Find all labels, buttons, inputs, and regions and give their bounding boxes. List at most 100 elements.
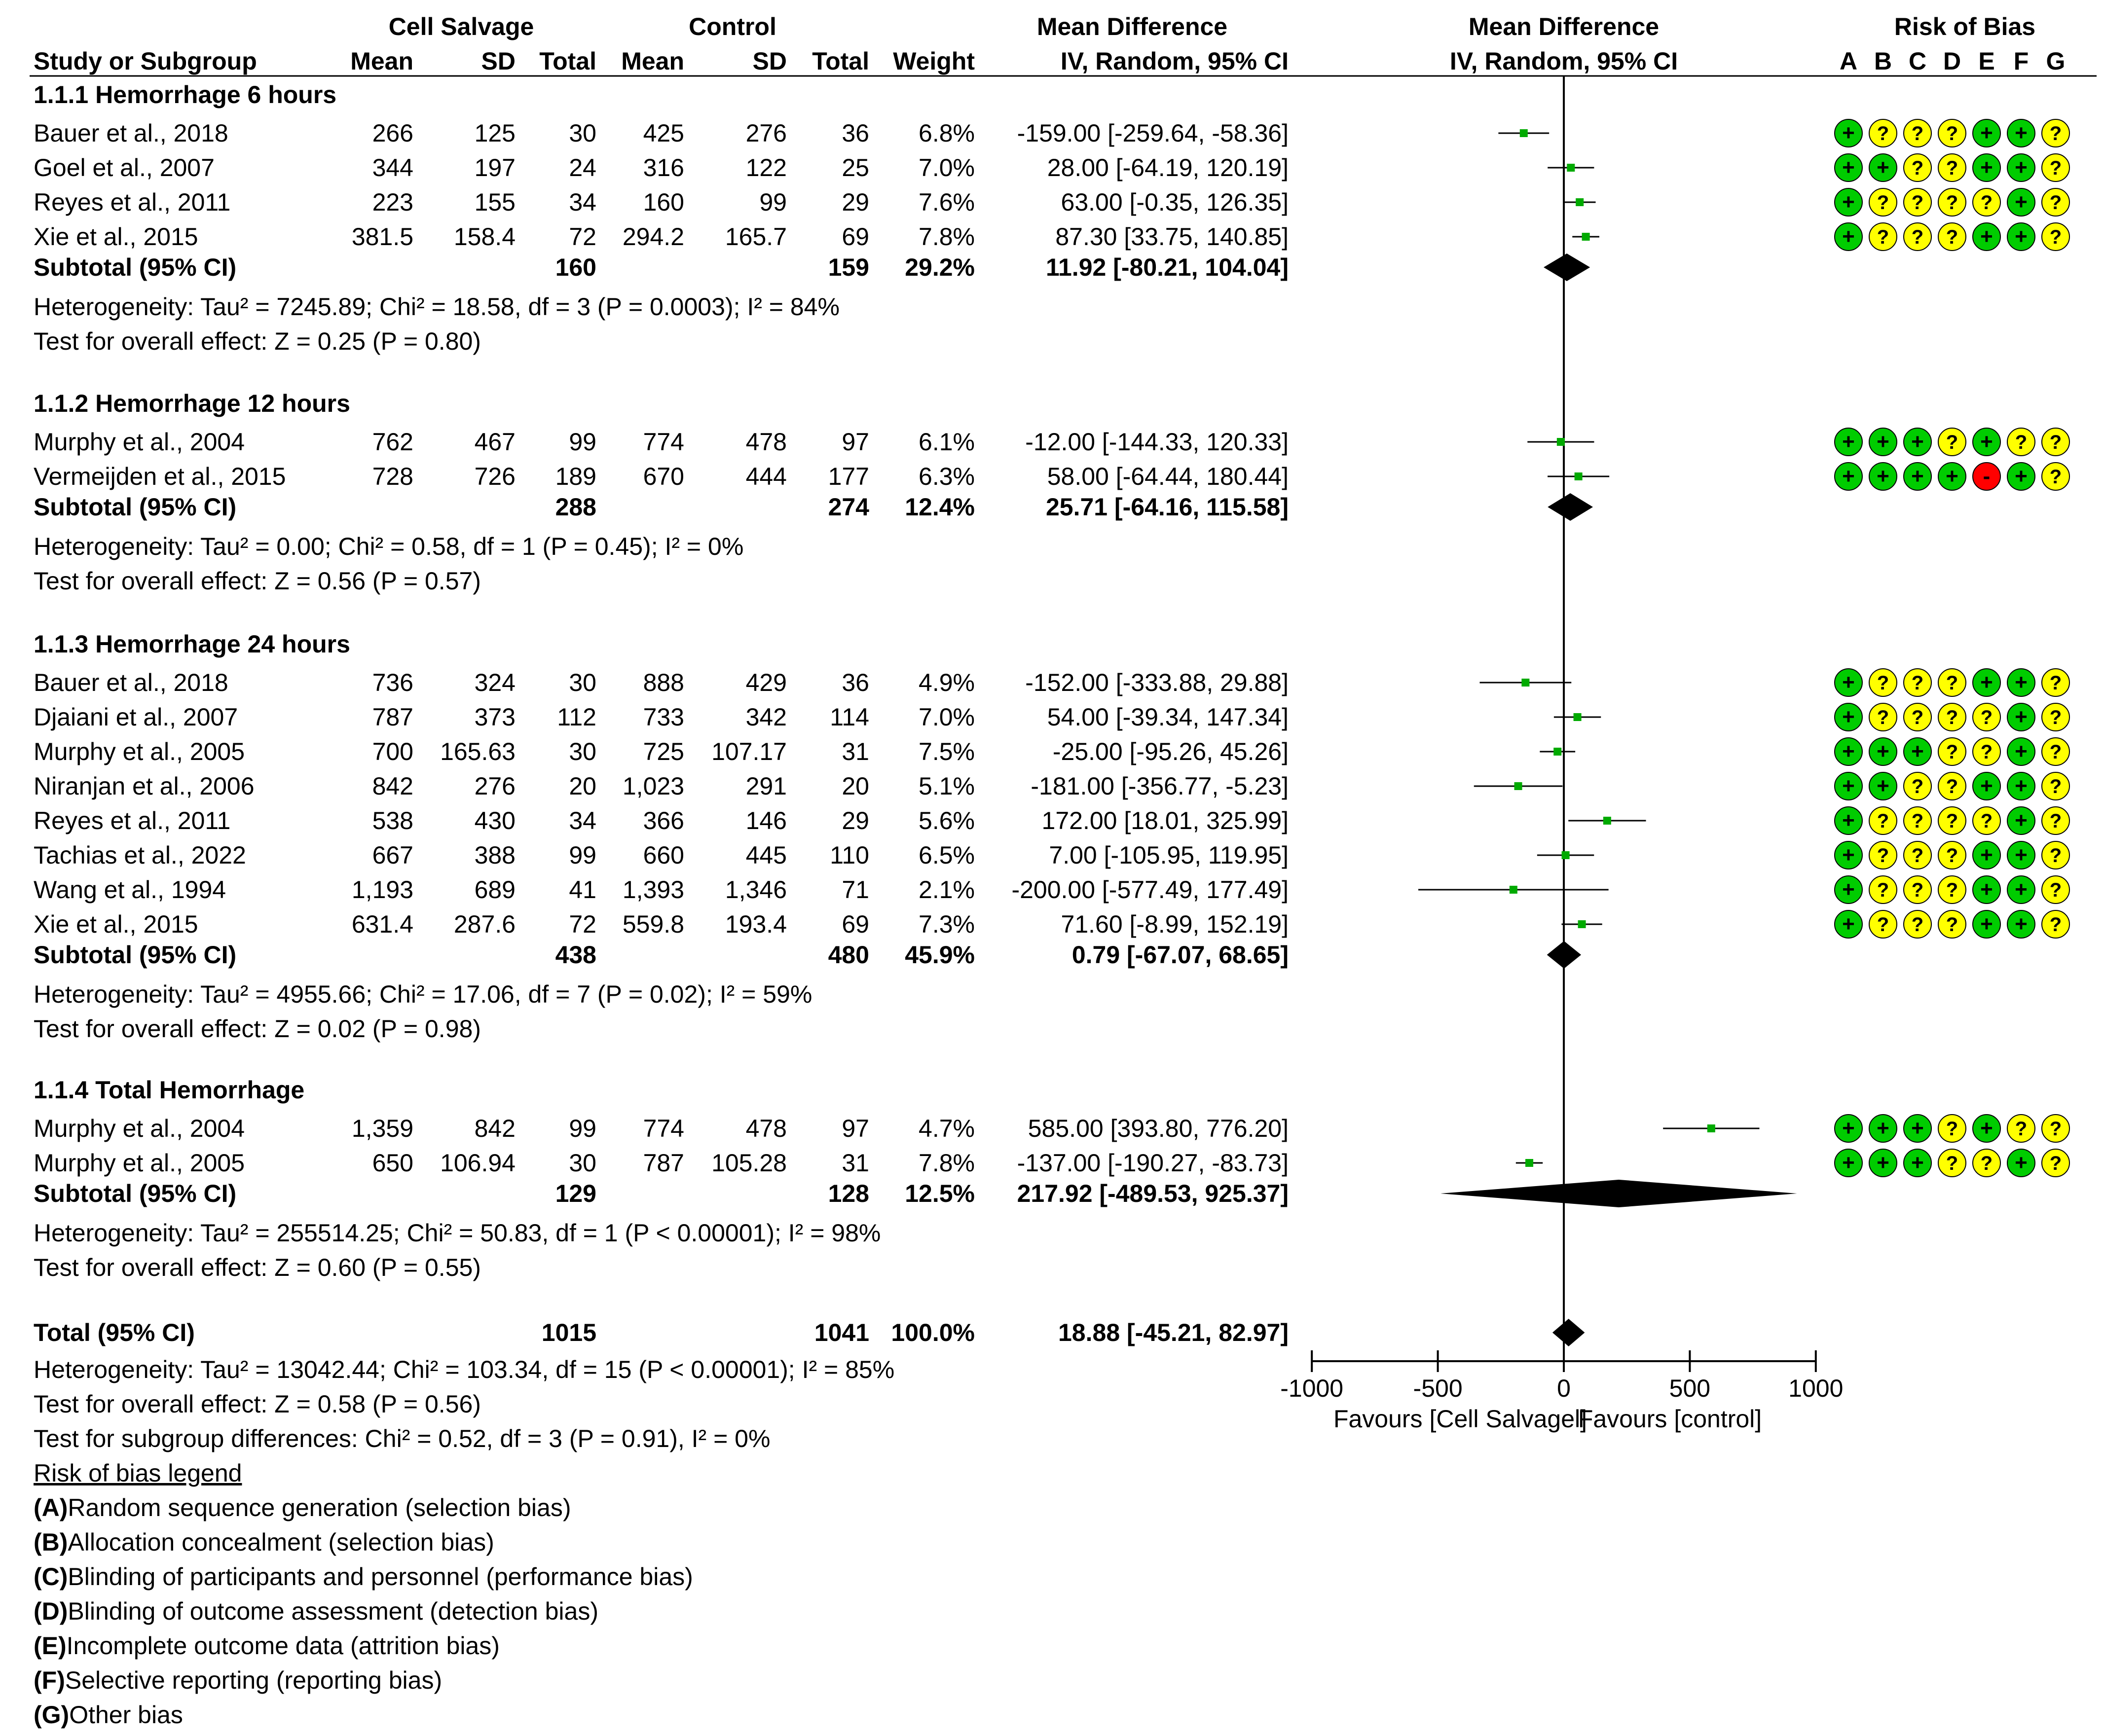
study-weight: 6.1% (919, 428, 975, 456)
rob-symbol: ? (1912, 192, 1923, 214)
study-point (1509, 886, 1517, 894)
rob-circle (1903, 668, 1932, 697)
rob-circle (1938, 428, 1966, 456)
study-total-ctl: 114 (830, 703, 869, 731)
study-name: Wang et al., 1994 (34, 876, 226, 904)
rob-circle (1903, 153, 1932, 182)
study-total-exp: 112 (557, 703, 596, 731)
study-mean-exp: 650 (372, 1149, 413, 1177)
rob-symbol: + (1842, 774, 1855, 798)
rob-circle (1869, 1149, 1897, 1177)
study-total-ctl: 97 (842, 1115, 869, 1142)
study-total-exp: 41 (569, 876, 596, 904)
subtotal-label: Subtotal (95% CI) (34, 253, 237, 281)
rob-symbol: ? (2050, 466, 2062, 488)
rob-circle (2007, 119, 2035, 147)
study-mean-ctl: 160 (643, 188, 684, 216)
rob-circle (1938, 668, 1966, 697)
rob-circle (1938, 462, 1966, 491)
rob-legend-text: Random sequence generation (selection bi… (68, 1494, 571, 1521)
study-ci: 71.60 [-8.99, 152.19] (1061, 910, 1289, 938)
rob-symbol: ? (2050, 226, 2062, 248)
rob-symbol: + (1877, 739, 1889, 763)
study-name: Reyes et al., 2011 (34, 188, 231, 216)
study-total-ctl: 31 (842, 1149, 869, 1177)
header-mean-exp: Mean (350, 47, 413, 75)
study-ci: 87.30 [33.75, 140.85] (1055, 223, 1289, 251)
rob-symbol: ? (2050, 776, 2062, 797)
overall-effect-text: Test for overall effect: Z = 0.25 (P = 0… (34, 327, 481, 355)
study-total-ctl: 177 (828, 463, 869, 490)
study-sd-ctl: 146 (745, 807, 787, 834)
rob-symbol: ? (2050, 1118, 2062, 1140)
study-ci: -137.00 [-190.27, -83.73] (1017, 1149, 1289, 1177)
x-tick-label: 1000 (1788, 1374, 1844, 1402)
rob-legend-key: (E) (34, 1632, 67, 1660)
rob-circle (1972, 428, 2001, 456)
header-iv-random: IV, Random, 95% CI (1060, 47, 1289, 75)
rob-circle (2041, 875, 2070, 904)
rob-symbol: + (1946, 464, 1958, 488)
rob-circle (1834, 153, 1863, 182)
study-weight: 2.1% (919, 876, 975, 904)
rob-symbol: ? (1946, 1153, 1958, 1174)
subtotal-diamond (1544, 253, 1590, 281)
favours-left-label: Favours [Cell Salvagel] (1333, 1405, 1587, 1433)
rob-symbol: + (1911, 739, 1924, 763)
study-sd-ctl: 478 (745, 1115, 787, 1142)
rob-legend-key: (F) (34, 1666, 65, 1694)
rob-legend-text: Incomplete outcome data (attrition bias) (66, 1632, 500, 1660)
rob-symbol: ? (1877, 707, 1889, 728)
rob-circle (1903, 806, 1932, 835)
rob-circle (1938, 737, 1966, 766)
rob-legend-key: (B) (34, 1528, 68, 1556)
rob-symbol: ? (1946, 192, 1958, 214)
rob-circle (1834, 806, 1863, 835)
study-sd-ctl: 107.17 (711, 738, 787, 765)
study-point (1561, 851, 1570, 859)
rob-circle (1972, 188, 2001, 217)
rob-circle (1903, 1149, 1932, 1177)
study-mean-ctl: 316 (643, 154, 684, 181)
rob-circle (1834, 188, 1863, 217)
study-mean-exp: 736 (372, 669, 413, 696)
study-weight: 7.5% (919, 738, 975, 765)
header-mean-difference: Mean Difference (1036, 13, 1228, 40)
header-plot-iv-random: IV, Random, 95% CI (1449, 47, 1678, 75)
rob-symbol: + (2015, 670, 2028, 694)
subtotal-ci: 25.71 [-64.16, 115.58] (1045, 493, 1289, 521)
study-point (1525, 1159, 1534, 1167)
rob-symbol: + (1980, 912, 1993, 936)
study-sd-ctl: 444 (745, 463, 787, 490)
study-total-ctl: 36 (842, 119, 869, 147)
rob-symbol: ? (1946, 879, 1958, 901)
subtotal-ci: 18.88 [-45.21, 82.97] (1058, 1319, 1289, 1346)
rob-symbol: ? (1912, 226, 1923, 248)
rob-symbol: ? (2050, 741, 2062, 763)
study-weight: 7.3% (919, 910, 975, 938)
rob-symbol: ? (1877, 810, 1889, 832)
rob-circle (1903, 772, 1932, 800)
study-total-exp: 30 (569, 738, 596, 765)
overall-effect-text: Test for overall effect: Z = 0.02 (P = 0… (34, 1015, 481, 1043)
study-sd-exp: 689 (474, 876, 516, 904)
rob-symbol: ? (2050, 914, 2062, 936)
rob-symbol: + (1842, 430, 1855, 454)
study-total-ctl: 20 (842, 772, 869, 800)
rob-circle (1869, 153, 1897, 182)
rob-symbol: + (1842, 464, 1855, 488)
rob-circle (2041, 841, 2070, 869)
rob-circle (1938, 875, 1966, 904)
rob-circle (1869, 119, 1897, 147)
header-control: Control (689, 13, 776, 40)
rob-circle (1869, 737, 1897, 766)
rob-symbol: ? (1877, 845, 1889, 867)
study-point (1567, 164, 1575, 172)
rob-circle (1903, 462, 1932, 491)
rob-symbol: ? (1877, 879, 1889, 901)
study-sd-ctl: 276 (745, 119, 787, 147)
header-mean-ctl: Mean (621, 47, 684, 75)
rob-letter-a: A (1839, 47, 1858, 75)
study-total-ctl: 69 (842, 910, 869, 938)
rob-symbol: ? (1946, 432, 1958, 453)
